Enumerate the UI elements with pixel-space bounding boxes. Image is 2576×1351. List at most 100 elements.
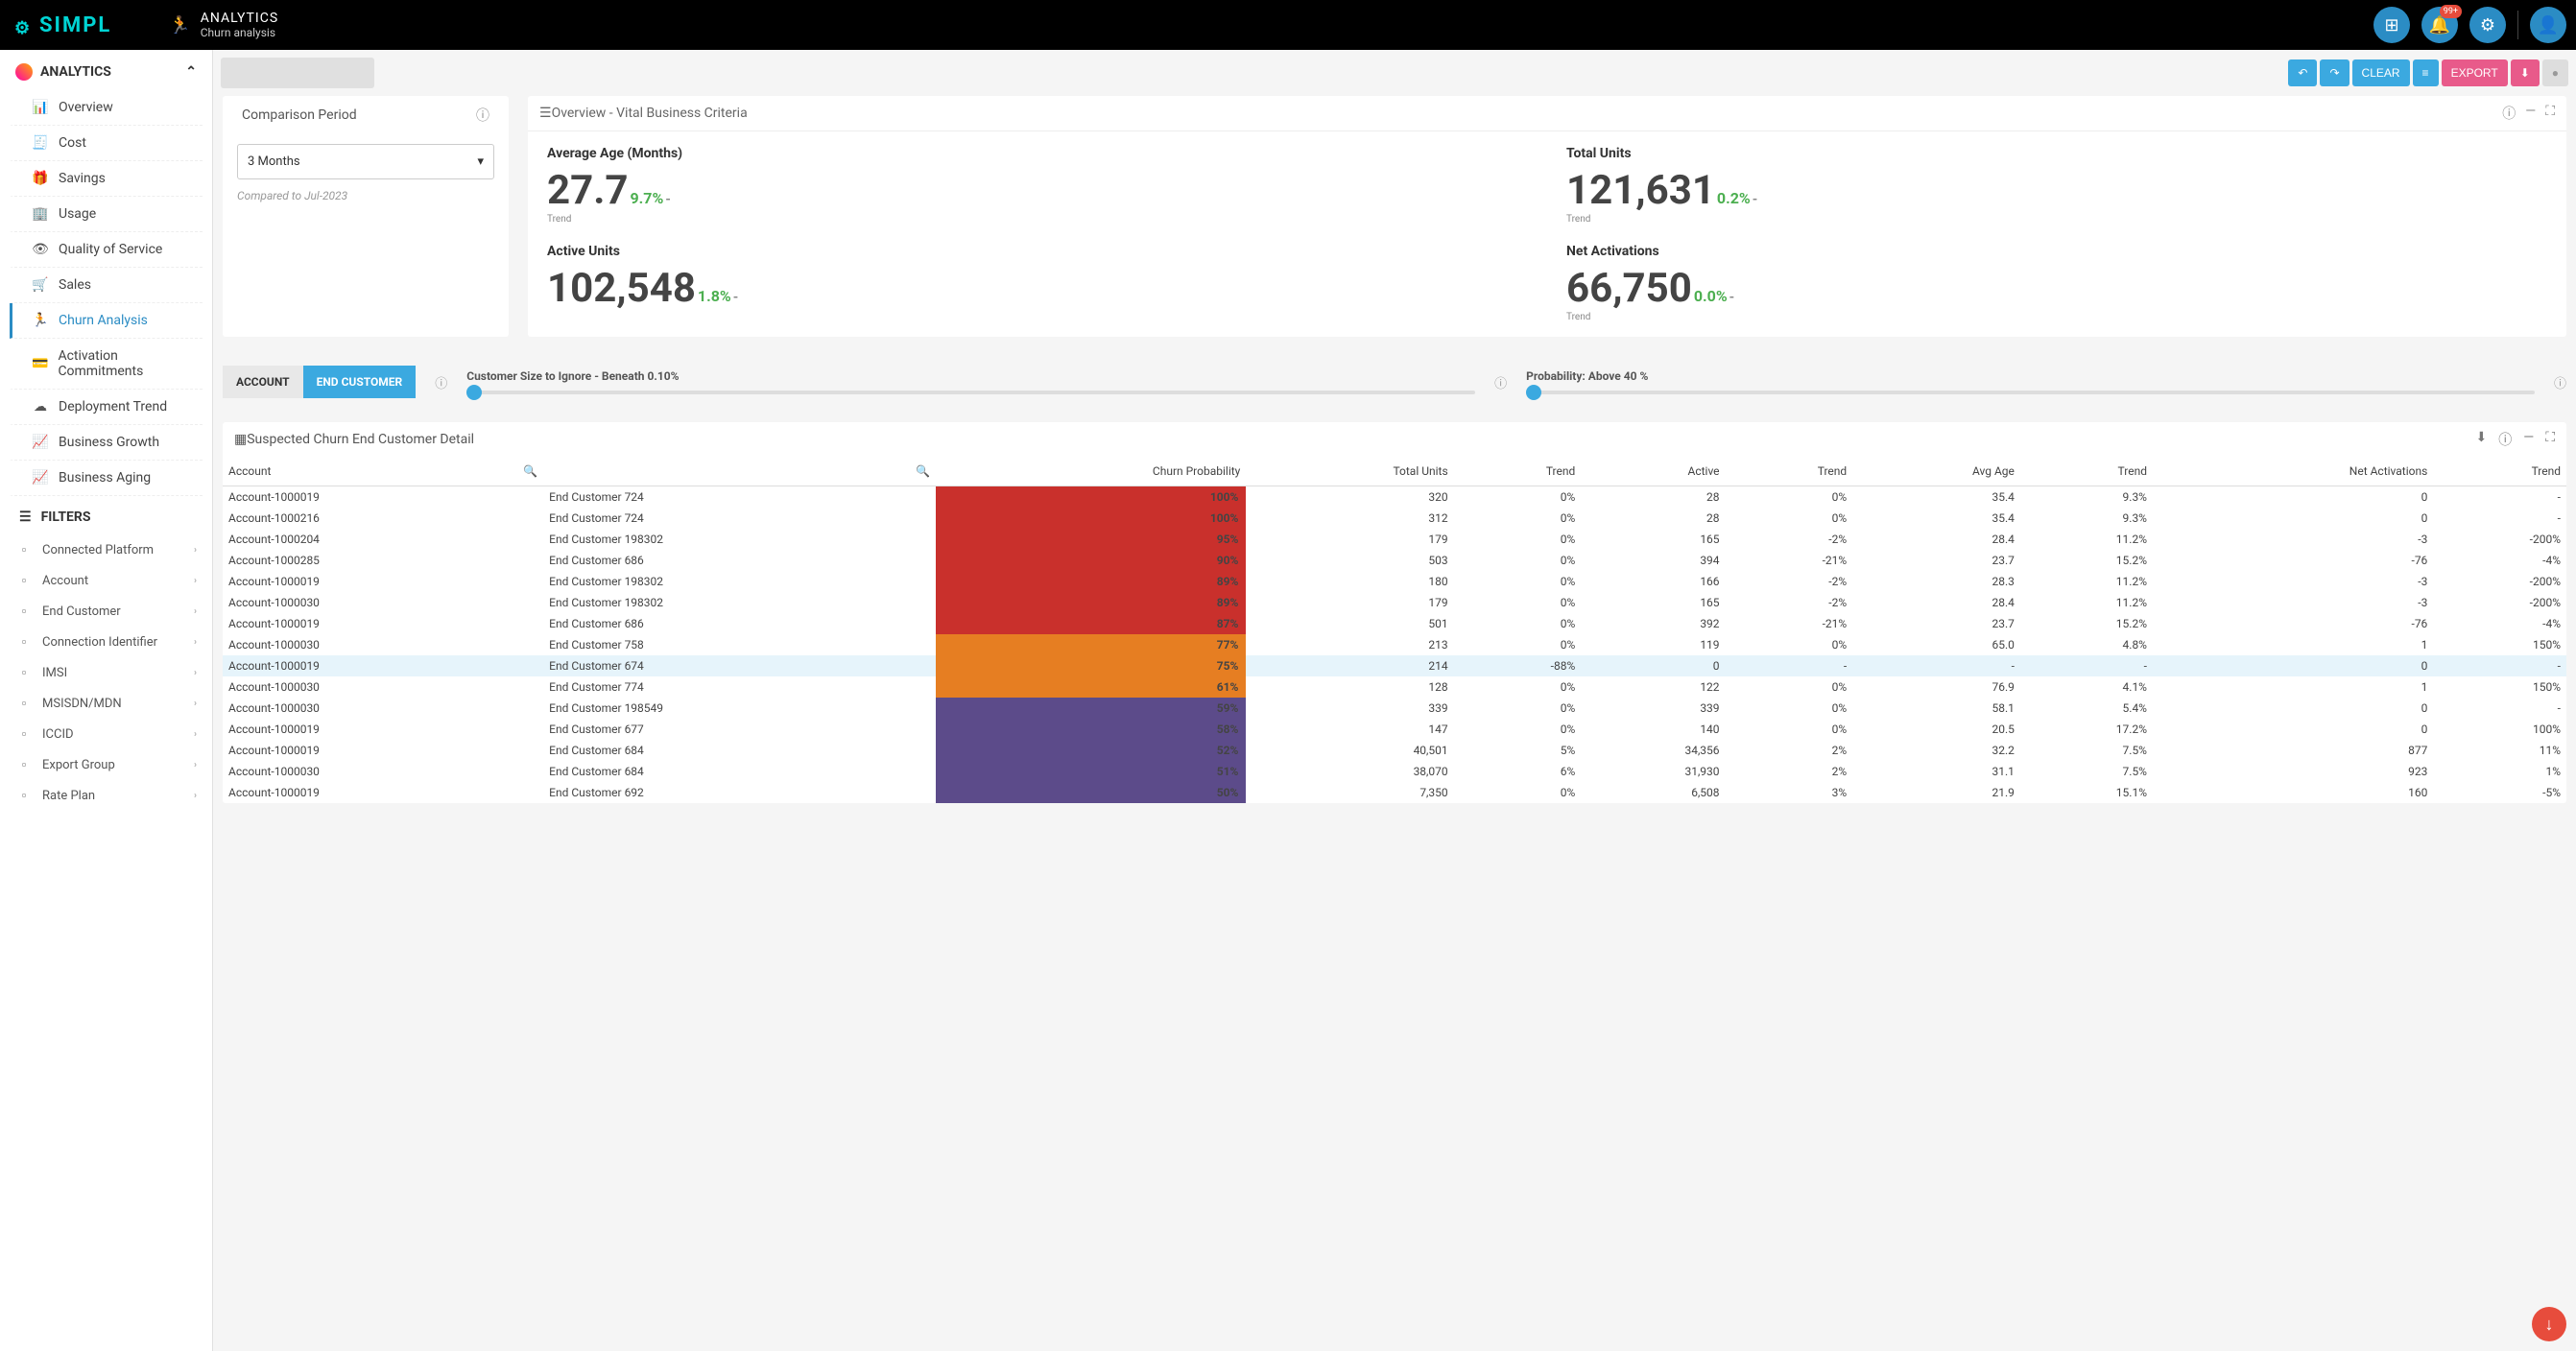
sidebar-item-usage[interactable]: 🏢Usage [10, 197, 203, 232]
col-header[interactable]: Trend [2433, 457, 2566, 486]
search-icon[interactable]: 🔍 [916, 464, 930, 478]
filter-icon: ▫ [15, 757, 33, 772]
logo-icon [14, 15, 34, 35]
minimize-icon[interactable]: — [2523, 430, 2534, 449]
chevron-right-icon: › [194, 729, 197, 740]
sidebar-item-activation-commitments[interactable]: 💳Activation Commitments [10, 339, 203, 390]
table-row[interactable]: Account-1000019End Customer 198302 89% 1… [223, 571, 2566, 592]
main-content: ↶ ↷ CLEAR ≡ EXPORT ⬇ ● Comparison Period… [213, 50, 2576, 1351]
table-row[interactable]: Account-1000216End Customer 724 100% 312… [223, 508, 2566, 529]
filter-icon: ▫ [15, 696, 33, 711]
sidebar-item-cost[interactable]: 🧾Cost [10, 126, 203, 161]
expand-icon[interactable]: ⛶ [2545, 430, 2555, 449]
clear-button[interactable]: CLEAR [2352, 59, 2410, 86]
table-row[interactable]: Account-1000019End Customer 724 100% 320… [223, 486, 2566, 509]
sidebar-item-sales[interactable]: 🛒Sales [10, 268, 203, 303]
table-row[interactable]: Account-1000030End Customer 198302 89% 1… [223, 592, 2566, 613]
kpi-net-activations: Net Activations 66,7500.0%- Trend [1566, 244, 2547, 322]
comparison-note: Compared to Jul-2023 [237, 189, 494, 202]
minimize-icon[interactable]: — [2525, 104, 2536, 123]
filter-msisdn-mdn[interactable]: ▫MSISDN/MDN› [0, 688, 212, 719]
run-icon: 🏃 [32, 313, 49, 328]
notifications-icon[interactable]: 🔔 [2421, 7, 2458, 43]
info-icon[interactable]: ⓘ [2498, 430, 2512, 449]
col-header[interactable]: Avg Age [1852, 457, 2020, 486]
card-icon: 💳 [32, 356, 48, 371]
table-row[interactable]: Account-1000019End Customer 686 87% 5010… [223, 613, 2566, 634]
filter-account[interactable]: ▫Account› [0, 565, 212, 596]
download-button[interactable]: ⬇ [2511, 59, 2540, 86]
info-icon[interactable]: ⓘ [435, 373, 447, 391]
menu-button[interactable]: ≡ [2413, 59, 2439, 86]
extra-button[interactable]: ● [2542, 59, 2568, 86]
size-slider[interactable]: Customer Size to Ignore - Beneath 0.10% [466, 369, 1475, 394]
cart-icon: 🛒 [32, 277, 49, 293]
table-row[interactable]: Account-1000019End Customer 674 75% 214-… [223, 655, 2566, 676]
apps-icon[interactable]: ⊞ [2373, 7, 2410, 43]
info-icon[interactable]: ⓘ [1494, 373, 1507, 391]
col-header[interactable]: Active [1581, 457, 1725, 486]
sidebar-item-overview[interactable]: 📊Overview [10, 90, 203, 126]
sidebar-item-quality-of-service[interactable]: 👁Quality of Service [10, 232, 203, 268]
user-avatar[interactable]: 👤 [2530, 7, 2566, 43]
filter-icon: ▫ [15, 788, 33, 803]
filter-connection-identifier[interactable]: ▫Connection Identifier› [0, 627, 212, 657]
col-header[interactable]: Net Activations [2153, 457, 2433, 486]
prob-slider[interactable]: Probability: Above 40 % [1526, 369, 2535, 394]
sidebar-item-business-growth[interactable]: 📈Business Growth [10, 425, 203, 461]
trend-icon: 📈 [32, 435, 49, 450]
export-button[interactable]: EXPORT [2442, 59, 2508, 86]
filter-export-group[interactable]: ▫Export Group› [0, 749, 212, 780]
chevron-right-icon: › [194, 576, 197, 586]
tab-end-customer[interactable]: END CUSTOMER [303, 366, 417, 398]
redo-button[interactable]: ↷ [2320, 59, 2349, 86]
sidebar-item-business-aging[interactable]: 📈Business Aging [10, 461, 203, 496]
table-row[interactable]: Account-1000019End Customer 684 52% 40,5… [223, 740, 2566, 761]
logo[interactable]: SIMPL [14, 13, 111, 37]
info-icon[interactable]: ⓘ [476, 106, 489, 125]
col-header[interactable]: Trend [1454, 457, 1582, 486]
chevron-down-icon: ▾ [477, 154, 484, 169]
col-header[interactable]: Total Units [1246, 457, 1453, 486]
eye-icon: 👁 [32, 242, 49, 257]
trend-icon: 📈 [32, 470, 49, 486]
filter-iccid[interactable]: ▫ICCID› [0, 719, 212, 749]
table-row[interactable]: Account-1000019End Customer 692 50% 7,35… [223, 782, 2566, 803]
sidebar-section-header[interactable]: ANALYTICS ⌃ [0, 50, 212, 90]
filter-icon: ▫ [15, 634, 33, 650]
period-dropdown[interactable]: 3 Months ▾ [237, 144, 494, 179]
info-icon[interactable]: ⓘ [2502, 104, 2516, 123]
col-header[interactable]: Churn Probability [936, 457, 1246, 486]
filter-connected-platform[interactable]: ▫Connected Platform› [0, 534, 212, 565]
sidebar-item-deployment-trend[interactable]: ☁Deployment Trend [10, 390, 203, 425]
settings-icon[interactable]: ⚙ [2469, 7, 2506, 43]
chevron-up-icon: ⌃ [185, 64, 197, 80]
expand-icon[interactable]: ⛶ [2545, 104, 2555, 123]
col-header[interactable]: Account🔍 [223, 457, 543, 486]
download-icon[interactable]: ⬇ [2476, 430, 2488, 449]
undo-button[interactable]: ↶ [2288, 59, 2317, 86]
chevron-right-icon: › [194, 699, 197, 709]
filter-end-customer[interactable]: ▫End Customer› [0, 596, 212, 627]
slider-thumb[interactable] [466, 385, 482, 400]
sidebar-item-savings[interactable]: 🎁Savings [10, 161, 203, 197]
slider-thumb[interactable] [1526, 385, 1541, 400]
table-row[interactable]: Account-1000030End Customer 758 77% 2130… [223, 634, 2566, 655]
table-row[interactable]: Account-1000204End Customer 198302 95% 1… [223, 529, 2566, 550]
table-row[interactable]: Account-1000019End Customer 677 58% 1470… [223, 719, 2566, 740]
filter-rate-plan[interactable]: ▫Rate Plan› [0, 780, 212, 811]
col-header[interactable]: Trend [2020, 457, 2153, 486]
info-icon[interactable]: ⓘ [2554, 373, 2566, 391]
col-header[interactable]: 🔍 [543, 457, 936, 486]
search-input[interactable] [221, 58, 374, 88]
col-header[interactable]: Trend [1726, 457, 1853, 486]
filter-imsi[interactable]: ▫IMSI› [0, 657, 212, 688]
search-icon[interactable]: 🔍 [523, 464, 537, 478]
fab-down[interactable]: ↓ [2532, 1307, 2566, 1341]
table-row[interactable]: Account-1000285End Customer 686 90% 5030… [223, 550, 2566, 571]
tab-account[interactable]: ACCOUNT [223, 366, 303, 398]
sidebar-item-churn-analysis[interactable]: 🏃Churn Analysis [10, 303, 203, 339]
table-row[interactable]: Account-1000030End Customer 684 51% 38,0… [223, 761, 2566, 782]
table-row[interactable]: Account-1000030End Customer 774 61% 1280… [223, 676, 2566, 698]
table-row[interactable]: Account-1000030End Customer 198549 59% 3… [223, 698, 2566, 719]
